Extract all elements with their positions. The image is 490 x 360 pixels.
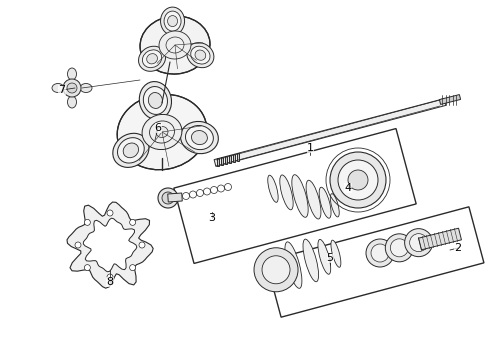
- Ellipse shape: [164, 11, 181, 31]
- Polygon shape: [217, 158, 219, 166]
- Ellipse shape: [166, 37, 184, 53]
- Polygon shape: [83, 218, 137, 272]
- Text: 5: 5: [326, 253, 334, 263]
- Ellipse shape: [186, 126, 213, 150]
- Circle shape: [254, 248, 298, 292]
- Circle shape: [330, 152, 386, 208]
- Ellipse shape: [195, 50, 206, 60]
- Text: 3: 3: [209, 213, 216, 223]
- Circle shape: [130, 219, 136, 225]
- Ellipse shape: [123, 143, 139, 158]
- Circle shape: [338, 160, 378, 200]
- Ellipse shape: [192, 131, 207, 145]
- Ellipse shape: [149, 121, 174, 143]
- Ellipse shape: [319, 187, 331, 218]
- Polygon shape: [237, 153, 239, 161]
- Polygon shape: [440, 95, 461, 104]
- Ellipse shape: [330, 194, 339, 217]
- Ellipse shape: [117, 94, 207, 170]
- Circle shape: [348, 170, 368, 190]
- Ellipse shape: [269, 251, 283, 289]
- Ellipse shape: [168, 15, 177, 27]
- Circle shape: [262, 256, 290, 284]
- Ellipse shape: [144, 86, 168, 114]
- Circle shape: [75, 242, 81, 248]
- Ellipse shape: [292, 175, 308, 217]
- Ellipse shape: [139, 82, 172, 120]
- Circle shape: [107, 210, 113, 216]
- Ellipse shape: [52, 84, 64, 93]
- Circle shape: [405, 229, 433, 257]
- Ellipse shape: [68, 68, 76, 80]
- Circle shape: [107, 274, 113, 280]
- Polygon shape: [225, 156, 227, 164]
- Circle shape: [385, 234, 414, 262]
- Circle shape: [391, 239, 408, 257]
- Ellipse shape: [331, 240, 341, 267]
- Text: 2: 2: [454, 243, 462, 253]
- Circle shape: [130, 265, 136, 271]
- Ellipse shape: [147, 54, 157, 64]
- Ellipse shape: [159, 31, 191, 59]
- Polygon shape: [168, 193, 182, 202]
- Ellipse shape: [148, 93, 162, 108]
- Polygon shape: [233, 154, 235, 162]
- Circle shape: [139, 242, 145, 248]
- Ellipse shape: [161, 7, 185, 35]
- Ellipse shape: [139, 46, 166, 71]
- Circle shape: [162, 192, 174, 204]
- Ellipse shape: [68, 96, 76, 108]
- Ellipse shape: [143, 50, 162, 68]
- Text: 6: 6: [154, 123, 162, 133]
- Ellipse shape: [142, 114, 182, 150]
- Polygon shape: [418, 228, 462, 250]
- Ellipse shape: [118, 138, 144, 163]
- Polygon shape: [221, 157, 223, 165]
- Polygon shape: [214, 99, 446, 166]
- Ellipse shape: [280, 175, 293, 210]
- Ellipse shape: [303, 239, 318, 282]
- Circle shape: [67, 83, 77, 93]
- Circle shape: [158, 188, 178, 208]
- Ellipse shape: [156, 126, 168, 138]
- Circle shape: [366, 239, 394, 267]
- Circle shape: [84, 265, 90, 271]
- Ellipse shape: [306, 180, 321, 219]
- Ellipse shape: [180, 121, 219, 154]
- Text: 8: 8: [106, 277, 114, 287]
- Ellipse shape: [285, 242, 302, 288]
- Circle shape: [84, 219, 90, 225]
- Ellipse shape: [80, 84, 92, 93]
- Ellipse shape: [268, 175, 278, 202]
- Polygon shape: [67, 202, 153, 288]
- Text: 7: 7: [58, 85, 66, 95]
- Circle shape: [63, 79, 81, 97]
- Polygon shape: [229, 155, 231, 163]
- Ellipse shape: [318, 239, 331, 274]
- Circle shape: [410, 234, 428, 252]
- Ellipse shape: [140, 16, 210, 74]
- Ellipse shape: [113, 133, 149, 167]
- Ellipse shape: [191, 46, 210, 64]
- Circle shape: [371, 244, 389, 262]
- Ellipse shape: [187, 42, 214, 68]
- Text: 4: 4: [344, 183, 351, 193]
- Text: 1: 1: [307, 143, 314, 153]
